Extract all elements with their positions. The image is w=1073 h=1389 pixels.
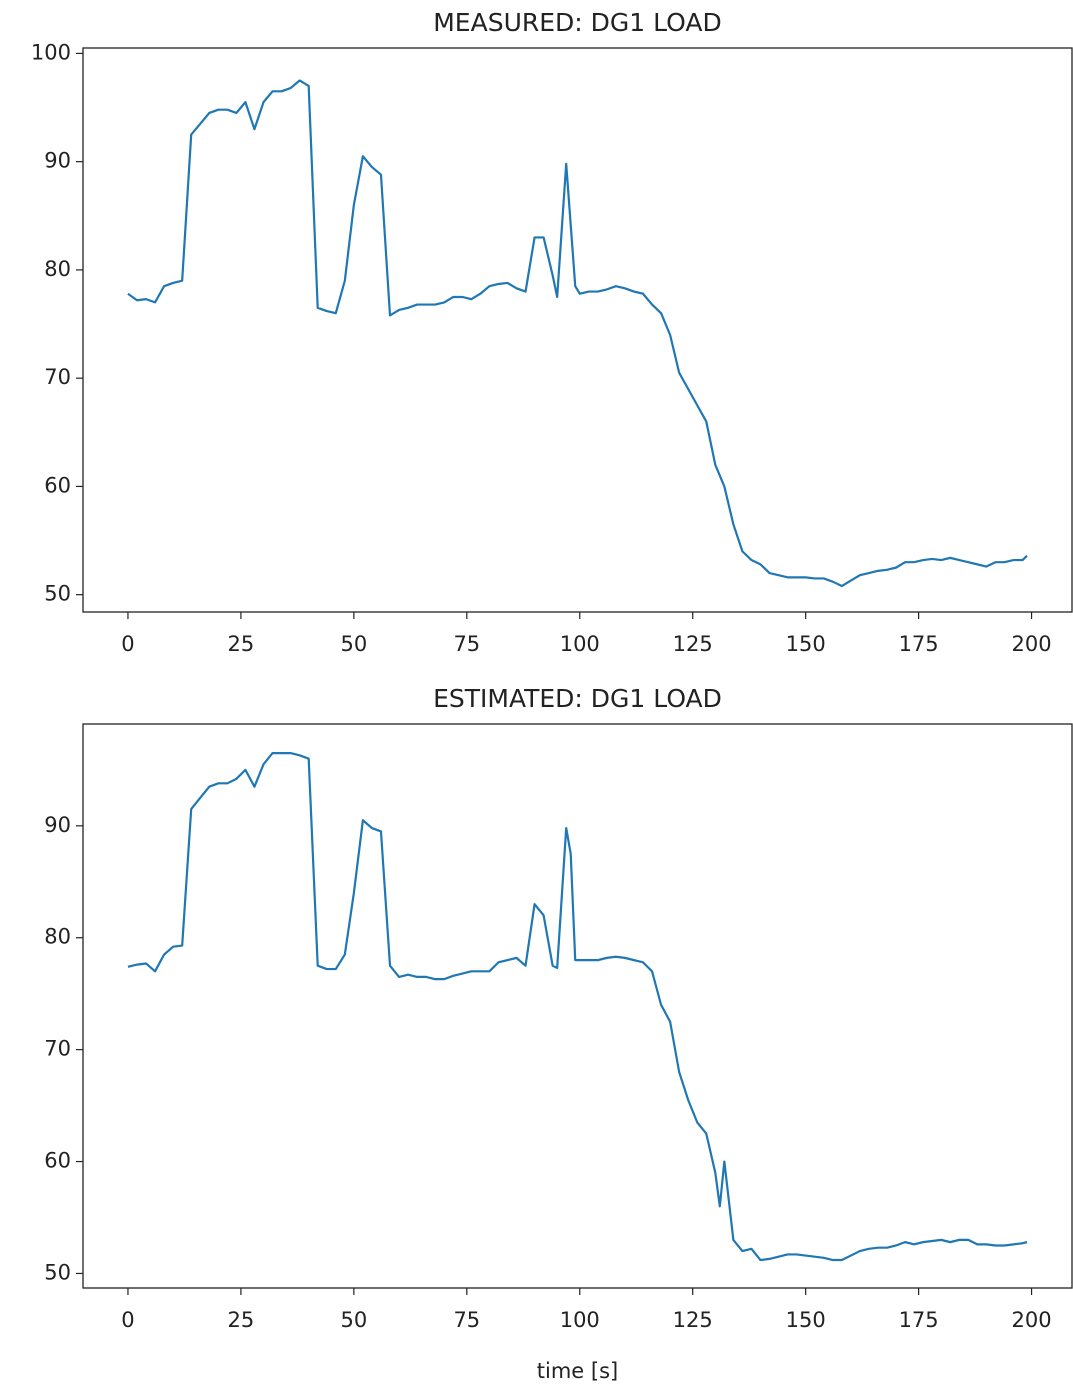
x-tick-label: 25 [228, 1308, 255, 1332]
data-line [127, 79, 1028, 588]
x-tick-label: 150 [786, 1308, 826, 1332]
x-tick-label: 125 [673, 632, 713, 656]
y-tick-label: 90 [44, 149, 71, 173]
y-tick-label: 100 [31, 40, 71, 64]
x-tick-label: 200 [1012, 1308, 1052, 1332]
chart-title: MEASURED: DG1 LOAD [433, 8, 722, 37]
x-tick-label: 25 [228, 632, 255, 656]
x-tick-label: 0 [121, 1308, 134, 1332]
x-tick-label: 50 [340, 1308, 367, 1332]
y-tick-label: 90 [44, 813, 71, 837]
x-tick-label: 200 [1012, 632, 1052, 656]
x-tick-label: 75 [453, 632, 480, 656]
y-tick-label: 70 [44, 1037, 71, 1061]
x-tick-label: 100 [560, 632, 600, 656]
axes-frame [82, 723, 1073, 1289]
axes-frame [82, 47, 1073, 613]
x-axis-label: time [s] [537, 1359, 618, 1383]
x-tick-label: 75 [453, 1308, 480, 1332]
data-line [127, 752, 1028, 1262]
y-tick-label: 70 [44, 365, 71, 389]
x-tick-label: 125 [673, 1308, 713, 1332]
x-tick-label: 0 [121, 632, 134, 656]
y-tick-label: 50 [44, 1260, 71, 1284]
y-tick-label: 60 [44, 473, 71, 497]
x-tick-label: 150 [786, 632, 826, 656]
x-tick-label: 50 [340, 632, 367, 656]
x-tick-label: 100 [560, 1308, 600, 1332]
y-tick-label: 80 [44, 257, 71, 281]
x-tick-label: 175 [899, 1308, 939, 1332]
y-tick-label: 80 [44, 925, 71, 949]
chart-title: ESTIMATED: DG1 LOAD [433, 684, 722, 713]
y-tick-label: 60 [44, 1149, 71, 1173]
x-tick-label: 175 [899, 632, 939, 656]
y-tick-label: 50 [44, 582, 71, 606]
